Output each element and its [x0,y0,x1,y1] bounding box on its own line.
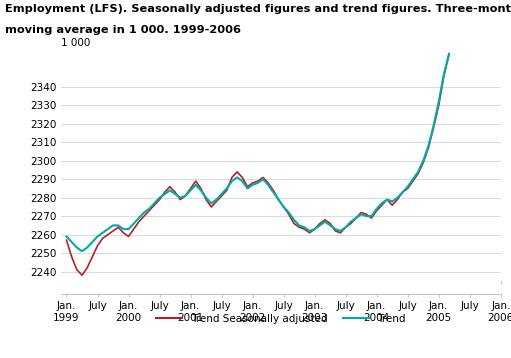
Text: Employment (LFS). Seasonally adjusted figures and trend figures. Three-month: Employment (LFS). Seasonally adjusted fi… [5,4,511,14]
Legend: Trend Seasonally adjusted, Trend: Trend Seasonally adjusted, Trend [152,310,410,328]
Text: moving average in 1 000. 1999-2006: moving average in 1 000. 1999-2006 [5,25,241,35]
Text: 1 000: 1 000 [61,38,90,48]
